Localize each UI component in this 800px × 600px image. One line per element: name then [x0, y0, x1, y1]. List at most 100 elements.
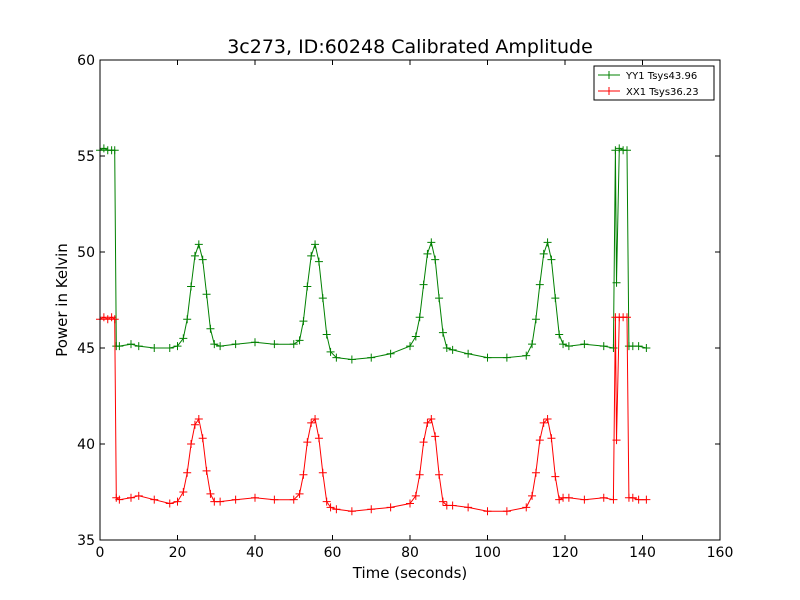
- data-point: [423, 418, 432, 427]
- data-point: [386, 349, 395, 358]
- data-point: [251, 338, 259, 347]
- data-point: [311, 240, 320, 249]
- data-point: [289, 495, 298, 504]
- data-point: [179, 334, 188, 343]
- data-point: [314, 434, 323, 443]
- data-point: [564, 493, 573, 502]
- data-point: [231, 340, 240, 349]
- data-point: [110, 146, 119, 155]
- data-point: [206, 324, 215, 333]
- data-point: [190, 420, 199, 429]
- data-point: [99, 313, 108, 322]
- data-point: [202, 466, 211, 475]
- data-point: [134, 491, 143, 500]
- y-tick-label: 40: [77, 437, 95, 453]
- data-point: [419, 438, 428, 447]
- data-point: [210, 340, 219, 349]
- data-point: [183, 315, 192, 324]
- data-point: [528, 340, 537, 349]
- data-point: [539, 249, 548, 258]
- data-point: [179, 488, 188, 496]
- data-point: [448, 345, 457, 354]
- data-point: [367, 353, 376, 362]
- data-point: [612, 278, 621, 287]
- data-point: [547, 434, 556, 443]
- data-point: [555, 330, 564, 339]
- data-point: [599, 342, 608, 351]
- data-point: [187, 440, 196, 448]
- data-point: [435, 294, 444, 303]
- data-point: [406, 342, 414, 351]
- x-tick-label: 140: [629, 545, 656, 561]
- x-tick-label: 160: [707, 545, 734, 561]
- data-point: [464, 503, 473, 512]
- data-point: [231, 495, 240, 504]
- x-tick-label: 20: [169, 545, 187, 561]
- data-point: [251, 493, 259, 502]
- data-point: [431, 432, 440, 441]
- series-1: [96, 144, 651, 364]
- series-2: [96, 313, 651, 516]
- x-tick-label: 100: [474, 545, 501, 561]
- data-point: [580, 495, 589, 504]
- data-point: [115, 342, 124, 351]
- data-point: [347, 355, 356, 364]
- data-point: [173, 497, 182, 506]
- legend-label: YY1 Tsys43.96: [625, 71, 697, 82]
- data-point: [535, 436, 544, 445]
- data-point: [551, 472, 560, 481]
- legend-marker: [605, 87, 613, 95]
- data-point: [551, 294, 560, 303]
- data-point: [303, 282, 312, 291]
- data-point: [216, 342, 225, 351]
- data-point: [270, 340, 279, 349]
- data-point: [202, 290, 211, 299]
- data-point: [580, 340, 589, 349]
- data-point: [535, 280, 544, 289]
- data-point: [183, 468, 192, 477]
- data-point: [307, 418, 316, 427]
- data-point: [127, 493, 135, 502]
- data-point: [483, 353, 492, 362]
- data-point: [547, 255, 556, 264]
- data-point: [615, 144, 624, 153]
- data-point: [528, 491, 537, 500]
- data-point: [411, 332, 420, 341]
- data-point: [173, 342, 182, 351]
- data-point: [423, 249, 432, 258]
- data-point: [435, 470, 444, 479]
- legend-box: [593, 65, 715, 101]
- data-point: [127, 340, 135, 349]
- data-point: [448, 501, 457, 510]
- legend-entry: XX1 Tsys36.23: [598, 87, 699, 98]
- data-point: [642, 344, 651, 352]
- data-point: [326, 347, 335, 356]
- series-line: [99, 147, 647, 361]
- data-point: [289, 340, 298, 349]
- data-point: [198, 434, 207, 443]
- data-point: [642, 495, 651, 504]
- y-axis-label: Power in Kelvin: [53, 243, 71, 357]
- legend-label: XX1 Tsys36.23: [626, 87, 699, 98]
- data-point: [442, 344, 451, 352]
- data-point: [612, 436, 621, 445]
- ticks-layer: 0 20 40 60 80 100 120 140 160 35 40 45 50 55 60: [77, 53, 733, 561]
- data-point: [187, 282, 196, 291]
- data-point: [194, 240, 203, 249]
- x-tick-label: 40: [246, 545, 264, 561]
- y-tick-label: 55: [77, 149, 95, 165]
- data-point: [299, 317, 308, 326]
- data-point: [415, 313, 424, 322]
- data-point: [103, 315, 112, 324]
- data-point: [299, 470, 308, 479]
- data-point: [427, 238, 436, 247]
- data-point: [150, 344, 159, 352]
- data-point: [419, 280, 428, 289]
- data-point: [634, 495, 643, 504]
- data-point: [165, 499, 174, 508]
- data-point: [386, 503, 395, 512]
- plot-area: [100, 60, 720, 540]
- data-point: [599, 493, 608, 502]
- data-point: [150, 495, 159, 504]
